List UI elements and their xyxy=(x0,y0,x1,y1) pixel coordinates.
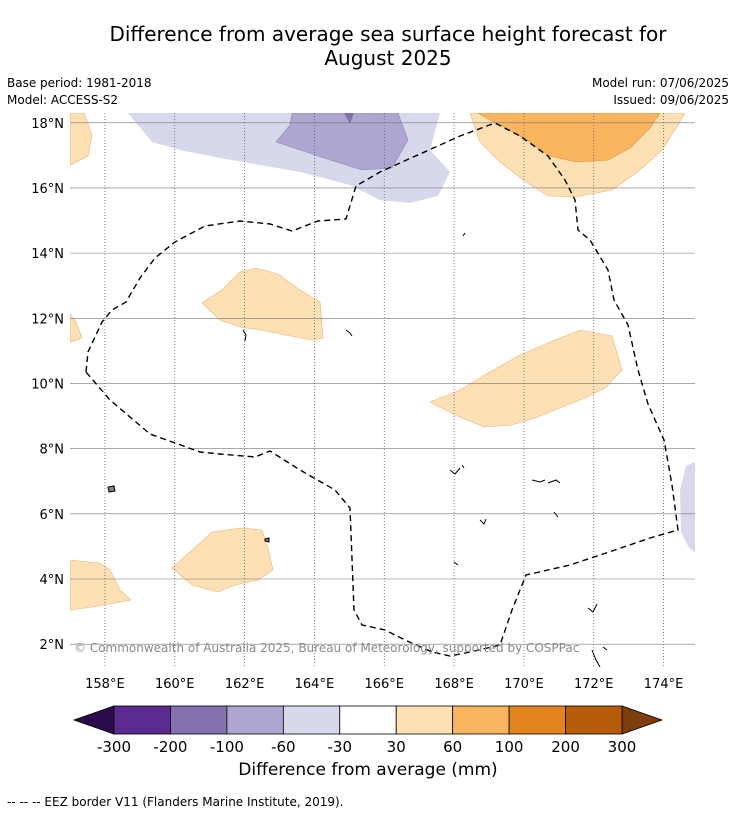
meta-left: Base period: 1981-2018 Model: ACCESS-S2 xyxy=(7,75,152,109)
colorbar-swatch xyxy=(339,705,397,735)
anomaly-region-light-orange-west xyxy=(70,313,83,343)
colorbar-tick-label: 30 xyxy=(387,738,406,756)
island xyxy=(264,537,270,543)
longitude-labels: 158°E 160°E 162°E 164°E 166°E 168°E 170°E 172°E… xyxy=(85,677,683,692)
anomaly-region-light-orange-center-north xyxy=(201,267,324,341)
lat-tick-label: 16°N xyxy=(31,182,64,197)
colorbar-tick-label: -300 xyxy=(97,738,131,756)
lat-tick-label: 12°N xyxy=(31,312,64,327)
anomaly-region-light-orange-west-north xyxy=(70,113,93,166)
lon-tick-label: 164°E xyxy=(295,677,335,692)
colorbar-tick-label: 300 xyxy=(608,738,637,756)
anomaly-region-light-purple-east xyxy=(680,462,695,553)
model-run-text: Model run: 07/06/2025 xyxy=(591,76,729,90)
lon-tick-label: 168°E xyxy=(434,677,474,692)
map-plot-area xyxy=(70,113,695,611)
colorbar-swatch xyxy=(113,705,171,735)
islands xyxy=(107,232,608,667)
anomaly-region-light-orange-south-center xyxy=(171,527,274,593)
lon-tick-label: 170°E xyxy=(504,677,544,692)
colorbar-tick-label: 100 xyxy=(495,738,524,756)
lat-tick-label: 4°N xyxy=(40,573,65,588)
lat-tick-label: 8°N xyxy=(40,443,65,458)
lat-tick-label: 10°N xyxy=(31,377,64,392)
lat-tick-label: 2°N xyxy=(40,638,65,653)
meta-right: Model run: 07/06/2025 Issued: 09/06/2025 xyxy=(592,75,729,109)
lon-tick-label: 166°E xyxy=(364,677,404,692)
map-figure: © Commonwealth of Australia 2025, Bureau… xyxy=(31,113,695,756)
colorbar-swatch xyxy=(452,705,510,735)
title-line-1: Difference from average sea surface heig… xyxy=(109,22,667,46)
latitude-labels: 2°N 4°N 6°N 8°N 10°N 12°N 14°N 16°N 18°N xyxy=(31,117,64,653)
colorbar-swatch xyxy=(282,705,341,735)
legend-title: Difference from average (mm) xyxy=(238,760,498,780)
anomaly-region-mid-purple-north xyxy=(275,113,409,171)
island xyxy=(462,232,608,651)
colorbar-tick-label: -30 xyxy=(328,738,353,756)
gridlines xyxy=(70,113,695,667)
colorbar-swatch xyxy=(395,705,454,735)
anomaly-region-dark-purple-spot xyxy=(344,113,354,124)
issued-text: Issued: 09/06/2025 xyxy=(613,93,729,107)
colorbar-tick-label: -100 xyxy=(210,738,244,756)
colorbar: -300 -200 -100 -60 -30 30 60 100 200 300 xyxy=(72,705,664,756)
colorbar-tick-label: -60 xyxy=(271,738,296,756)
colorbar-tick-label: 200 xyxy=(551,738,580,756)
title-line-2: August 2025 xyxy=(324,46,452,70)
colorbar-tick-label: 60 xyxy=(443,738,462,756)
lat-tick-label: 18°N xyxy=(31,117,64,132)
lat-tick-label: 14°N xyxy=(31,247,64,262)
base-period-text: Base period: 1981-2018 xyxy=(7,76,152,90)
lon-tick-label: 160°E xyxy=(155,677,195,692)
lon-tick-label: 174°E xyxy=(644,677,684,692)
island xyxy=(453,518,487,566)
eez-footnote: -- -- -- EEZ border V11 (Flanders Marine… xyxy=(7,795,344,809)
model-text: Model: ACCESS-S2 xyxy=(7,93,119,107)
colorbar-extend-high xyxy=(621,705,664,735)
colorbar-tick-label: -200 xyxy=(153,738,187,756)
lon-tick-label: 158°E xyxy=(85,677,125,692)
colorbar-swatch xyxy=(226,705,284,735)
colorbar-extend-low xyxy=(72,705,115,735)
lon-tick-label: 162°E xyxy=(225,677,265,692)
lat-tick-label: 6°N xyxy=(40,508,65,523)
lon-tick-label: 172°E xyxy=(574,677,614,692)
map-title: Difference from average sea surface heig… xyxy=(40,22,736,70)
island xyxy=(531,479,561,484)
anomaly-region-light-orange-southwest xyxy=(70,559,132,611)
anomaly-region-light-orange-east xyxy=(429,329,623,428)
colorbar-swatch xyxy=(565,705,623,735)
island xyxy=(107,485,116,493)
island xyxy=(242,329,353,342)
island xyxy=(587,603,601,667)
colorbar-swatch xyxy=(508,705,566,735)
colorbar-swatch xyxy=(170,705,228,735)
island xyxy=(449,464,465,475)
copyright-text: © Commonwealth of Australia 2025, Bureau… xyxy=(74,641,579,655)
